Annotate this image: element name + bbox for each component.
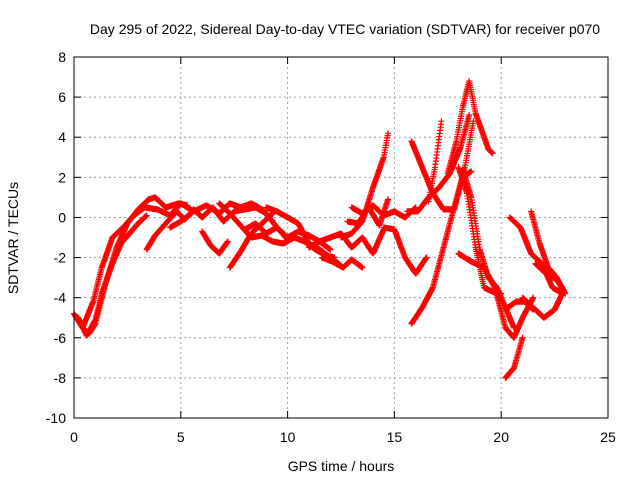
series-track-4: [143, 204, 291, 253]
y-tick-label: 4: [58, 129, 66, 145]
data-point: [470, 118, 477, 125]
data-point: [466, 112, 473, 119]
gridlines: [74, 57, 608, 418]
x-tick-label: 15: [387, 429, 403, 445]
y-tick-label: 8: [58, 49, 66, 65]
data-point: [359, 264, 366, 271]
data-point: [468, 168, 475, 175]
x-tick-label: 0: [70, 429, 78, 445]
y-tick-label: -4: [54, 290, 67, 306]
series-track-24: [455, 250, 537, 341]
x-tick-label: 20: [493, 429, 509, 445]
y-tick-label: -8: [54, 370, 67, 386]
y-tick-label: -6: [54, 330, 67, 346]
y-tick-label: -10: [46, 410, 66, 426]
series-track-30: [532, 260, 567, 293]
series-track-21: [444, 78, 496, 177]
data-point: [530, 294, 537, 301]
y-tick-label: 0: [58, 209, 66, 225]
series-track-25: [502, 334, 526, 381]
series-track-5: [167, 210, 195, 231]
series-track-18: [408, 118, 477, 327]
x-tick-label: 25: [600, 429, 616, 445]
data-point: [188, 210, 195, 217]
data-point: [519, 334, 526, 341]
y-axis-label: SDTVAR / TECUs: [5, 182, 21, 294]
series-track-16: [380, 224, 430, 277]
series-track-8: [226, 210, 276, 271]
series-track-29: [519, 288, 567, 321]
data-point: [327, 246, 334, 253]
y-tick-label: -2: [54, 250, 67, 266]
data-point: [438, 118, 445, 125]
series-track-13: [338, 130, 391, 241]
data-points: [71, 78, 569, 381]
data-point: [423, 254, 430, 261]
data-point: [384, 196, 391, 203]
series-track-20: [425, 118, 445, 205]
data-point: [489, 150, 496, 157]
plot-frame: [73, 56, 609, 419]
y-tick-label: 2: [58, 169, 66, 185]
data-point: [560, 286, 567, 293]
x-tick-label: 5: [177, 429, 185, 445]
y-tick-label: 6: [58, 89, 66, 105]
series-track-12: [318, 254, 366, 271]
axis-ticks: 0 5 10 15 20 25 -10 -8 -6 -4 -2 0 2 4 6 8: [46, 49, 616, 445]
series-track-27: [506, 214, 567, 297]
data-point: [224, 238, 231, 245]
series-track-22: [455, 164, 505, 297]
series-track-2: [75, 212, 150, 339]
data-point: [384, 130, 391, 137]
data-point: [143, 212, 150, 219]
x-tick-label: 10: [280, 429, 296, 445]
chart-title: Day 295 of 2022, Sidereal Day-to-day VTE…: [90, 21, 600, 37]
series-track-9: [241, 220, 334, 253]
x-axis-label: GPS time / hours: [288, 458, 395, 474]
series-track-6: [199, 228, 231, 257]
